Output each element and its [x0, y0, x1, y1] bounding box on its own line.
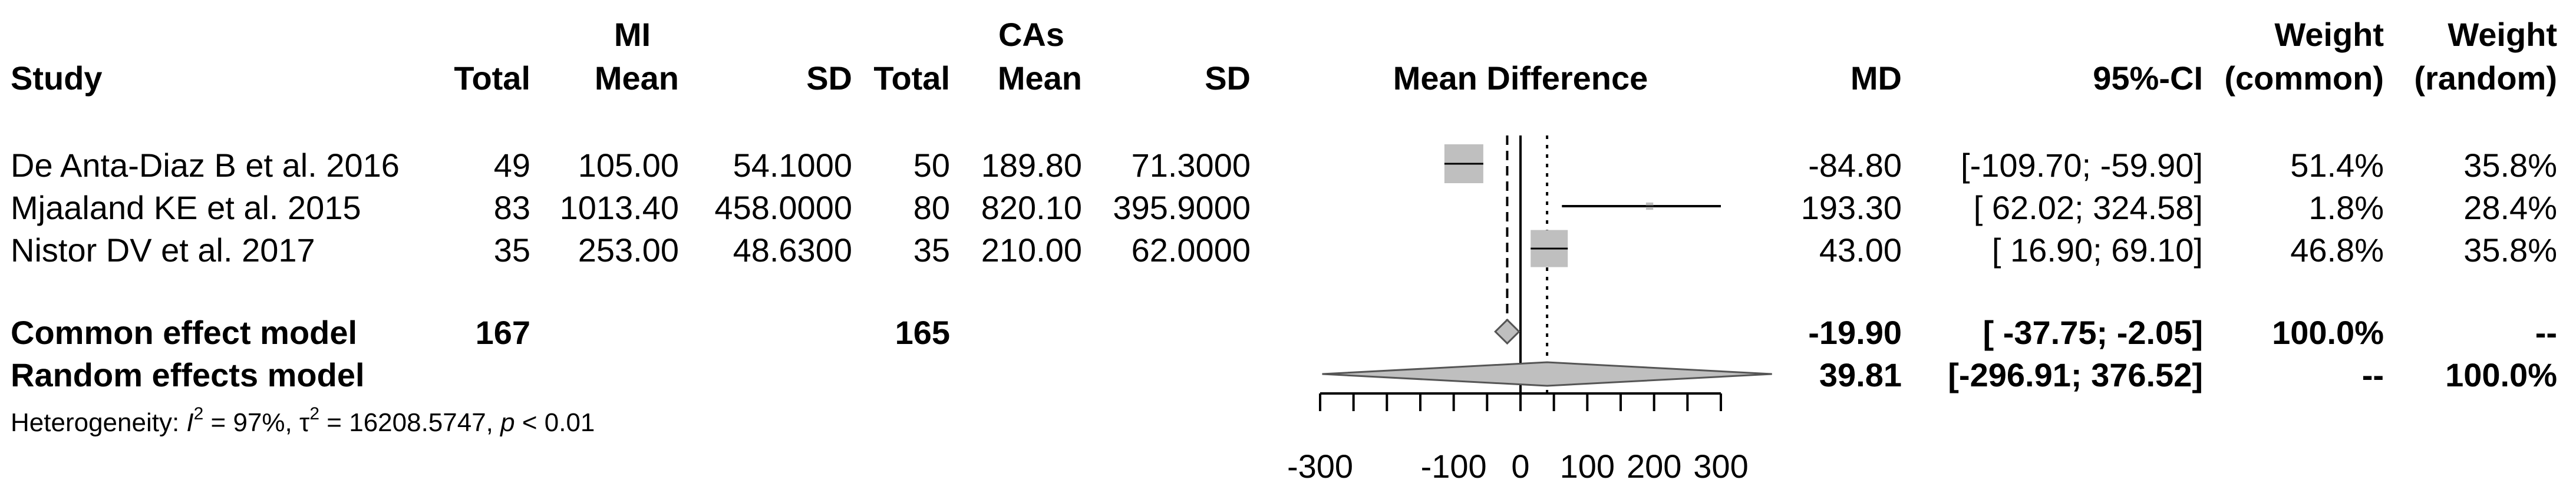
sd1-cell: 54.1000 — [733, 147, 852, 184]
common-md: -19.90 — [1808, 314, 1902, 351]
x-tick-label: 300 — [1693, 448, 1748, 485]
total2-cell: 50 — [913, 147, 950, 184]
weight-random-header-line2: (random) — [2414, 59, 2557, 97]
mean2-cell: 820.10 — [981, 189, 1082, 226]
common-total2: 165 — [895, 314, 950, 351]
common-weight-common: 100.0% — [2272, 314, 2384, 351]
random-effects-row: Random effects model 39.81 [-296.91; 376… — [11, 356, 2557, 393]
common-ci: [ -37.75; -2.05] — [1983, 314, 2204, 351]
x-tick-label: -300 — [1287, 448, 1353, 485]
group2-header: CAs — [998, 16, 1064, 53]
common-weight-random: -- — [2535, 314, 2557, 351]
random-effects-label: Random effects model — [11, 356, 365, 393]
study-name: De Anta-Diaz B et al. 2016 — [11, 147, 400, 184]
weight-random-cell: 35.8% — [2463, 147, 2557, 184]
md-cell: -84.80 — [1808, 147, 1902, 184]
study-name: Mjaaland KE et al. 2015 — [11, 189, 361, 226]
total2-cell: 35 — [913, 231, 950, 269]
sd2-cell: 71.3000 — [1132, 147, 1251, 184]
mean2-header: Mean — [998, 59, 1082, 97]
common-effect-diamond — [1494, 318, 1520, 345]
weight-random-cell: 28.4% — [2463, 189, 2557, 226]
plot-header: Mean Difference — [1393, 59, 1648, 97]
table-headers: MI CAs Study Total Mean SD Total Mean SD… — [11, 16, 2557, 97]
mean1-header: Mean — [595, 59, 679, 97]
random-ci: [-296.91; 376.52] — [1948, 356, 2203, 393]
x-tick-label: 200 — [1627, 448, 1681, 485]
mean2-cell: 210.00 — [981, 231, 1082, 269]
group1-header: MI — [614, 16, 651, 53]
sd1-cell: 48.6300 — [733, 231, 852, 269]
study-row: Mjaaland KE et al. 2015 83 1013.40 458.0… — [11, 189, 2557, 226]
total1-cell: 49 — [494, 147, 530, 184]
ci-header: 95%-CI — [2093, 59, 2203, 97]
mean1-cell: 253.00 — [578, 231, 679, 269]
x-tick-label: 0 — [1511, 448, 1529, 485]
total1-header: Total — [454, 59, 530, 97]
sd1-header: SD — [806, 59, 852, 97]
ci-cell: [ 62.02; 324.58] — [1974, 189, 2203, 226]
ci-cell: [-109.70; -59.90] — [1961, 147, 2203, 184]
weight-common-header-line2: (common) — [2224, 59, 2384, 97]
sd1-cell: 458.0000 — [714, 189, 852, 226]
study-header: Study — [11, 59, 103, 97]
study-name: Nistor DV et al. 2017 — [11, 231, 315, 269]
total2-cell: 80 — [913, 189, 950, 226]
common-effect-row: Common effect model 167 165 -19.90 [ -37… — [11, 314, 2557, 351]
study-row: Nistor DV et al. 2017 35 253.00 48.6300 … — [11, 231, 2557, 269]
random-md: 39.81 — [1819, 356, 1902, 393]
ci-cell: [ 16.90; 69.10] — [1992, 231, 2203, 269]
common-effect-label: Common effect model — [11, 314, 357, 351]
sd2-cell: 62.0000 — [1132, 231, 1251, 269]
x-tick-label: -100 — [1421, 448, 1487, 485]
mean2-cell: 189.80 — [981, 147, 1082, 184]
weight-common-cell: 51.4% — [2290, 147, 2384, 184]
weight-random-cell: 35.8% — [2463, 231, 2557, 269]
mean1-cell: 105.00 — [578, 147, 679, 184]
x-tick-label: 100 — [1560, 448, 1615, 485]
heterogeneity-text: Heterogeneity: I2 = 97%, τ2 = 16208.5747… — [11, 404, 595, 437]
total2-header: Total — [873, 59, 950, 97]
weight-random-header-line1: Weight — [2448, 16, 2557, 53]
study-row: De Anta-Diaz B et al. 2016 49 105.00 54.… — [11, 147, 2557, 184]
md-header: MD — [1851, 59, 1902, 97]
random-weight-common: -- — [2362, 356, 2384, 393]
total1-cell: 83 — [494, 189, 530, 226]
random-weight-random: 100.0% — [2445, 356, 2557, 393]
sd2-header: SD — [1205, 59, 1251, 97]
random-effects-diamond — [1322, 361, 1772, 387]
md-cell: 43.00 — [1819, 231, 1902, 269]
weight-common-header-line1: Weight — [2274, 16, 2384, 53]
weight-common-cell: 1.8% — [2308, 189, 2384, 226]
weight-common-cell: 46.8% — [2290, 231, 2384, 269]
common-total1: 167 — [476, 314, 530, 351]
total1-cell: 35 — [494, 231, 530, 269]
md-cell: 193.30 — [1801, 189, 1902, 226]
sd2-cell: 395.9000 — [1113, 189, 1251, 226]
forest-marks: -300 -100 0 100 200 300 — [1287, 135, 1772, 485]
mean1-cell: 1013.40 — [560, 189, 679, 226]
